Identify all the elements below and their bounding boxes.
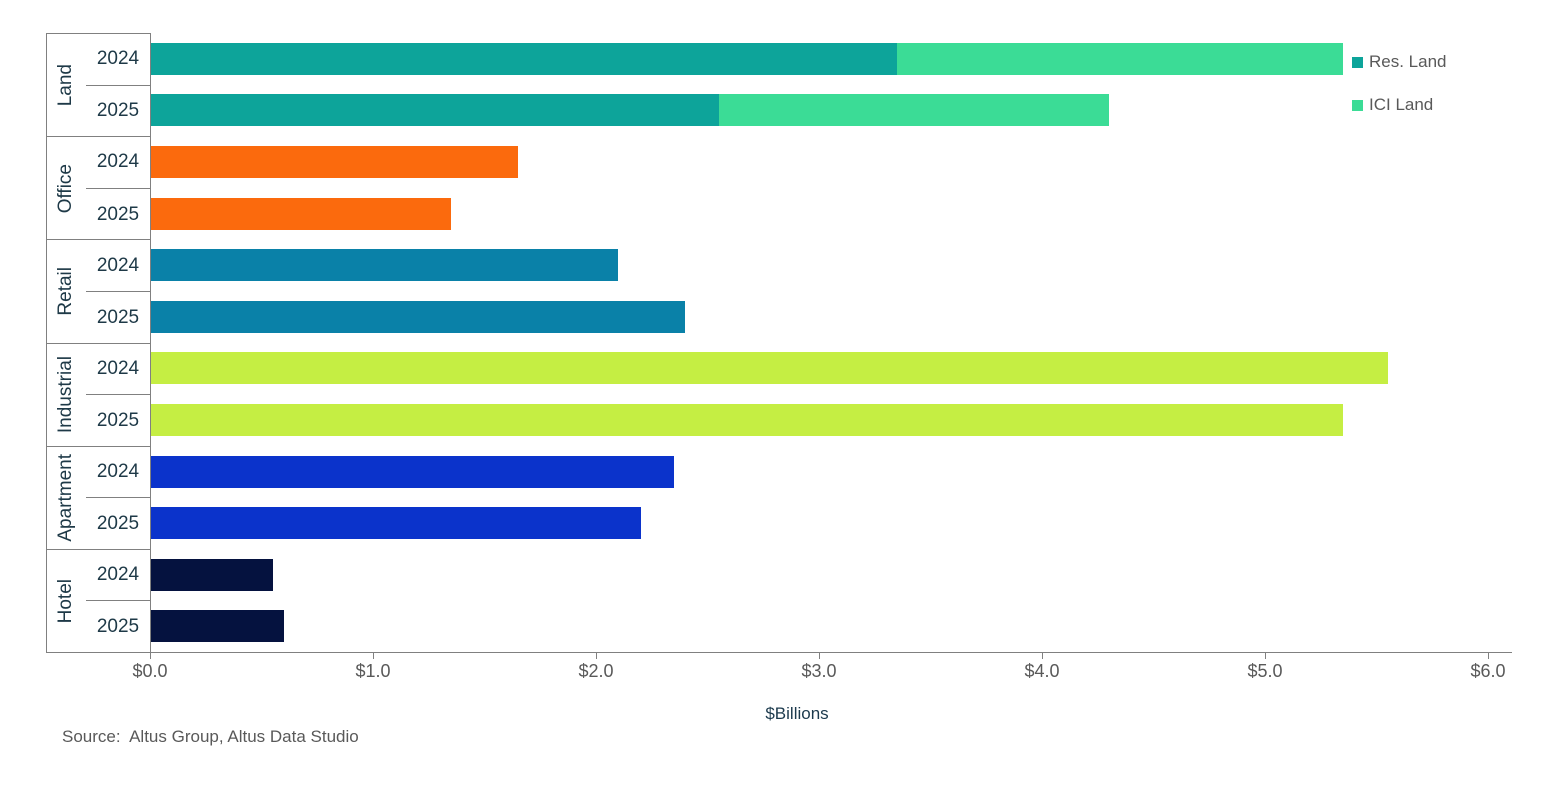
bar-industrial-2025 [150,403,1343,436]
year-label-2025: 2025 [86,292,150,344]
bar-segment-ici-land [718,94,1109,127]
year-label-2025: 2025 [86,498,150,550]
bar-segment-apartment [150,455,674,488]
x-axis-tick [1265,652,1266,659]
year-label-2024: 2024 [86,550,150,602]
category-label-text: Land [55,63,76,107]
bar-retail-2025 [150,300,686,333]
category-label-text: Industrial [55,356,76,434]
year-label-2024: 2024 [86,447,150,499]
category-group-retail: Retail 2024 2025 [46,239,150,342]
year-label-2024: 2024 [86,344,150,396]
category-group-office: Office 2024 2025 [46,136,150,239]
year-label-2025: 2025 [86,86,150,138]
x-axis-tick [373,652,374,659]
bar-segment-industrial [150,352,1388,385]
category-label-text: Apartment [55,453,76,542]
bar-office-2024 [150,146,518,178]
category-group-land: Land 2024 2025 [46,33,150,136]
bar-segment-res-land [150,42,898,75]
year-label-2024: 2024 [86,34,150,86]
bar-hotel-2024 [150,558,273,591]
category-group-apartment: Apartment 2024 2025 [46,445,150,550]
x-axis-tick-label: $3.0 [801,661,837,681]
x-axis-tick [819,652,820,659]
bar-retail-2024 [150,249,619,282]
legend-label: ICI Land [1369,95,1434,114]
bar-land-2024 [150,42,1344,75]
bar-segment-office [150,197,452,230]
x-axis-title: $Billions [765,704,829,723]
bar-segment-retail [150,249,619,282]
category-group-industrial: Industrial 2024 2025 [46,342,150,447]
category-label: Land [46,34,86,136]
year-label-text: 2024 [96,460,140,482]
y-axis-line [150,33,151,659]
legend-item-ici-land: ICI Land [1352,95,1433,115]
source-note: Source: Altus Group, Altus Data Studio [62,727,359,746]
bar-hotel-2025 [150,610,284,643]
bar-segment-res-land [150,94,719,127]
category-label-text: Office [55,163,76,213]
legend-label: Res. Land [1369,52,1447,71]
year-label-text: 2024 [96,564,140,586]
year-label-text: 2024 [96,151,140,173]
bar-segment-retail [150,300,686,333]
legend-swatch [1352,56,1363,68]
x-axis-line [46,652,1512,653]
year-label-2025: 2025 [86,601,150,653]
x-axis-tick-label: $6.0 [1470,661,1506,681]
bar-segment-apartment [150,507,641,539]
x-axis-tick [1488,652,1489,659]
x-axis-tick-label: $4.0 [1024,661,1060,681]
category-label: Office [46,137,86,239]
x-axis-tick-label: $0.0 [132,661,168,681]
category-label: Retail [46,240,86,342]
year-label-2024: 2024 [86,240,150,292]
year-label-text: 2024 [96,254,140,276]
year-label-text: 2024 [96,357,140,379]
category-label: Hotel [46,550,86,652]
bar-segment-hotel [150,558,273,591]
bar-office-2025 [150,197,452,230]
year-label-2025: 2025 [86,189,150,241]
x-axis-tick-label: $2.0 [578,661,614,681]
year-label-text: 2025 [96,513,140,535]
x-axis-tick [596,652,597,659]
bar-apartment-2024 [150,455,674,488]
x-axis-tick [150,652,151,659]
year-label-text: 2025 [96,203,140,225]
year-label-text: 2025 [96,409,140,431]
year-label-2024: 2024 [86,137,150,189]
label-column-left-border [46,33,47,652]
bar-apartment-2025 [150,507,641,539]
x-axis-tick-label: $5.0 [1247,661,1283,681]
category-label-text: Retail [55,267,76,316]
year-label-text: 2025 [96,616,140,638]
bar-segment-industrial [150,403,1343,436]
bar-segment-ici-land [897,42,1344,75]
bar-segment-office [150,146,518,178]
bar-land-2025 [150,94,1109,127]
year-label-text: 2025 [96,306,140,328]
bar-segment-hotel [150,610,284,643]
category-label-text: Hotel [55,578,76,624]
category-group-hotel: Hotel 2024 2025 [46,548,150,653]
year-label-2025: 2025 [86,395,150,447]
year-label-text: 2025 [96,100,140,122]
x-axis-tick-label: $1.0 [355,661,391,681]
category-label: Industrial [46,344,86,446]
legend-item-res-land: Res. Land [1352,52,1447,72]
x-axis-tick [1042,652,1043,659]
category-label: Apartment [46,447,86,549]
year-label-text: 2024 [96,48,140,70]
legend-swatch [1352,99,1363,111]
bar-industrial-2024 [150,352,1388,385]
